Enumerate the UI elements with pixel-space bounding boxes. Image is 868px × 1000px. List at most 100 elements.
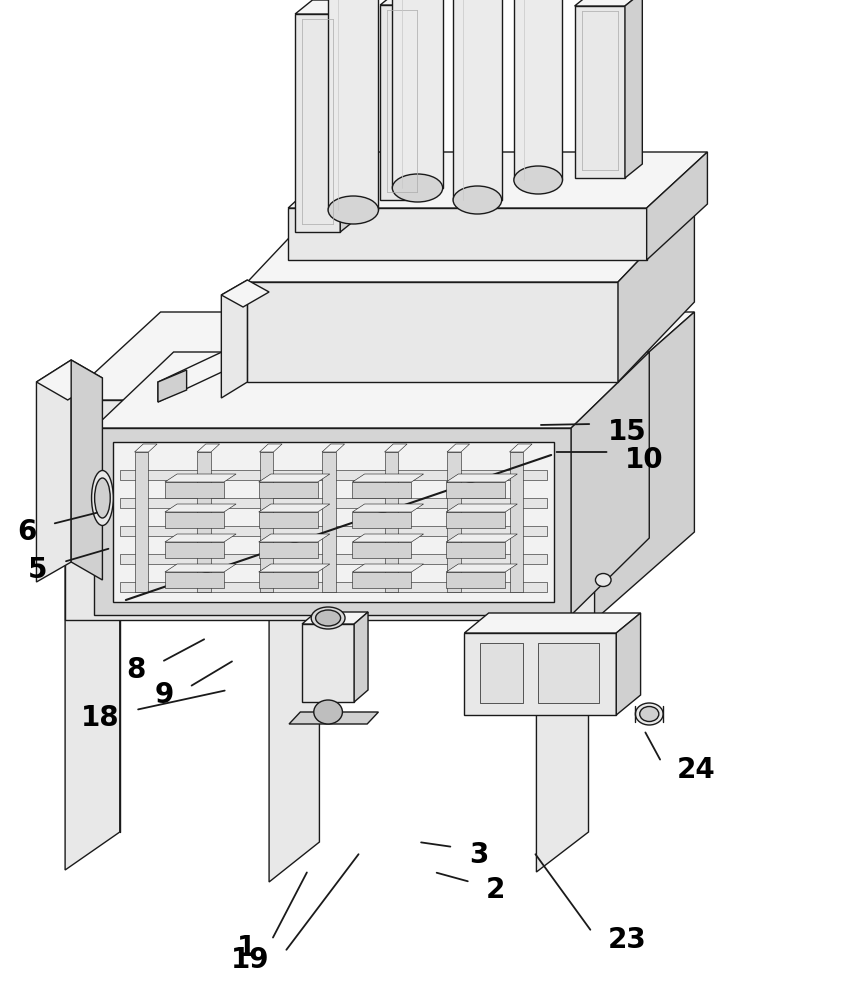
Polygon shape — [120, 498, 547, 508]
Polygon shape — [165, 534, 236, 542]
Polygon shape — [259, 474, 330, 482]
Polygon shape — [135, 444, 157, 452]
Polygon shape — [295, 14, 340, 232]
Polygon shape — [259, 512, 318, 528]
Ellipse shape — [514, 166, 562, 194]
Text: 15: 15 — [608, 418, 647, 446]
Polygon shape — [322, 452, 336, 592]
Polygon shape — [260, 444, 282, 452]
Polygon shape — [65, 312, 694, 400]
Ellipse shape — [640, 706, 659, 722]
Polygon shape — [385, 452, 398, 592]
Polygon shape — [536, 482, 589, 872]
Polygon shape — [120, 470, 547, 480]
Ellipse shape — [453, 186, 502, 214]
Polygon shape — [165, 572, 224, 588]
Polygon shape — [616, 613, 641, 715]
Polygon shape — [352, 482, 411, 498]
Polygon shape — [247, 282, 618, 382]
Polygon shape — [259, 572, 318, 588]
Polygon shape — [352, 534, 424, 542]
Polygon shape — [36, 360, 71, 582]
Polygon shape — [446, 474, 517, 482]
Polygon shape — [352, 542, 411, 558]
Polygon shape — [352, 474, 424, 482]
Polygon shape — [446, 564, 517, 572]
Polygon shape — [447, 444, 470, 452]
Polygon shape — [94, 428, 571, 615]
Text: 8: 8 — [127, 656, 146, 684]
Polygon shape — [352, 564, 424, 572]
Polygon shape — [618, 202, 694, 382]
Ellipse shape — [595, 574, 611, 586]
Polygon shape — [259, 482, 318, 498]
Polygon shape — [447, 452, 461, 592]
Polygon shape — [380, 5, 424, 200]
Polygon shape — [65, 382, 149, 438]
Polygon shape — [165, 482, 224, 498]
Text: 19: 19 — [231, 946, 269, 974]
Polygon shape — [322, 444, 345, 452]
Polygon shape — [260, 452, 273, 592]
Polygon shape — [120, 526, 547, 536]
Polygon shape — [221, 280, 269, 307]
Polygon shape — [221, 280, 247, 398]
Polygon shape — [352, 572, 411, 588]
Polygon shape — [354, 612, 368, 702]
Text: 5: 5 — [29, 556, 48, 584]
Ellipse shape — [311, 607, 345, 629]
Polygon shape — [453, 0, 502, 200]
Polygon shape — [575, 0, 642, 6]
Polygon shape — [446, 504, 517, 512]
Polygon shape — [165, 542, 224, 558]
Polygon shape — [424, 0, 441, 200]
Ellipse shape — [316, 610, 340, 626]
Ellipse shape — [392, 174, 443, 202]
Polygon shape — [514, 0, 562, 180]
Polygon shape — [259, 534, 330, 542]
Ellipse shape — [635, 703, 663, 725]
Polygon shape — [295, 0, 358, 14]
Polygon shape — [510, 452, 523, 592]
Polygon shape — [464, 613, 641, 633]
Polygon shape — [259, 504, 330, 512]
Polygon shape — [65, 382, 120, 870]
Polygon shape — [446, 542, 505, 558]
Polygon shape — [165, 474, 236, 482]
Polygon shape — [269, 492, 319, 882]
Polygon shape — [36, 360, 102, 400]
Polygon shape — [120, 554, 547, 564]
Polygon shape — [380, 0, 441, 5]
Polygon shape — [352, 512, 411, 528]
Polygon shape — [510, 444, 532, 452]
Polygon shape — [197, 452, 211, 592]
Text: 10: 10 — [625, 446, 663, 474]
Text: 1: 1 — [237, 934, 256, 962]
Polygon shape — [446, 534, 517, 542]
Polygon shape — [446, 512, 505, 528]
Ellipse shape — [328, 196, 378, 224]
Polygon shape — [165, 512, 224, 528]
Polygon shape — [289, 712, 378, 724]
Polygon shape — [288, 208, 647, 260]
Ellipse shape — [95, 478, 110, 518]
Polygon shape — [464, 633, 616, 715]
Polygon shape — [269, 492, 347, 550]
Text: 9: 9 — [155, 681, 174, 709]
Polygon shape — [446, 572, 505, 588]
Polygon shape — [288, 152, 707, 208]
Polygon shape — [197, 444, 220, 452]
Polygon shape — [165, 564, 236, 572]
Polygon shape — [340, 0, 358, 232]
Polygon shape — [446, 482, 505, 498]
Polygon shape — [158, 340, 247, 402]
Polygon shape — [71, 360, 102, 580]
Polygon shape — [94, 352, 649, 428]
Text: 3: 3 — [469, 841, 488, 869]
Text: 6: 6 — [17, 518, 36, 546]
Polygon shape — [247, 202, 694, 282]
Polygon shape — [302, 624, 354, 702]
Polygon shape — [302, 612, 368, 624]
Polygon shape — [135, 452, 148, 592]
Text: 23: 23 — [608, 926, 647, 954]
